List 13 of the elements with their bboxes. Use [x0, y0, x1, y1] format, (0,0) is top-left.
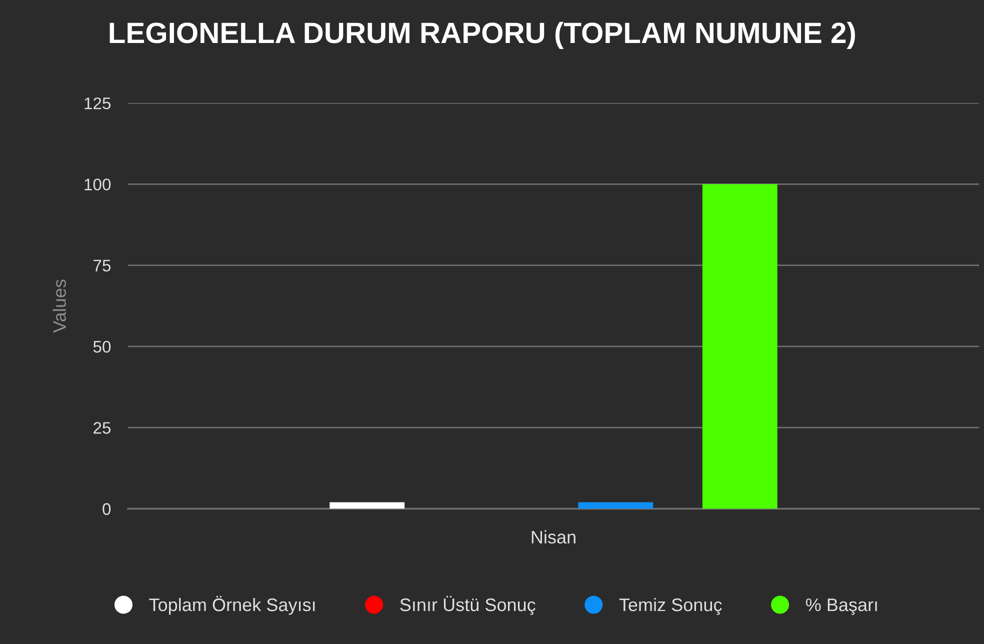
- legend-label: Sınır Üstü Sonuç: [400, 596, 536, 615]
- legend-label: Temiz Sonuç: [619, 598, 722, 615]
- legend-label: Toplam Örnek Sayısı: [149, 596, 315, 615]
- y-tick-label: 0: [102, 503, 111, 515]
- y-tick-label: 50: [93, 340, 111, 353]
- x-axis-title: Nisan: [532, 530, 576, 544]
- y-tick-label: 100: [84, 178, 111, 190]
- y-tick-label: 75: [94, 260, 111, 272]
- legend-label: % Başarı: [806, 598, 877, 615]
- chart-title: LEGIONELLA DURUM RAPORU (TOPLAM NUMUNE 2): [110, 22, 856, 50]
- y-tick-label: 125: [84, 97, 111, 110]
- y-axis-title: Values: [52, 280, 66, 333]
- y-tick-label: 25: [94, 422, 111, 434]
